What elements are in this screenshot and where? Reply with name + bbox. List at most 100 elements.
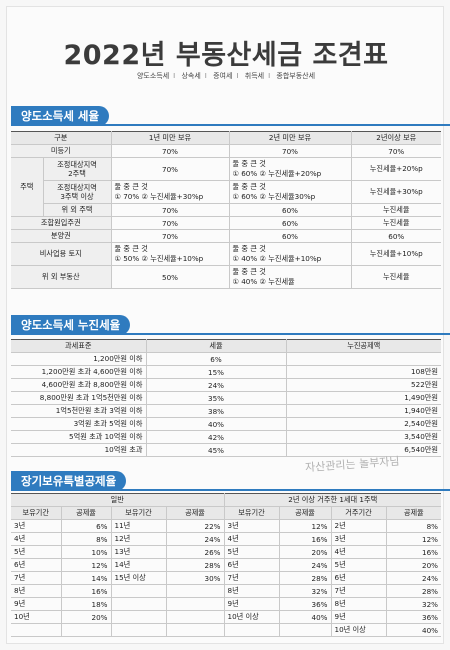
table-cell (166, 623, 225, 637)
table-cell: 14% (61, 571, 112, 585)
table-cell (111, 584, 167, 598)
table-cell: 16% (279, 532, 332, 546)
table-row: 분양권 70% 60% 60% (11, 229, 441, 243)
table-cell: 7년 (11, 571, 62, 585)
table-row: 8,800만원 초과 1억5천만원 이하 35% 1,490만원 (11, 391, 441, 405)
table-cell: 18% (61, 597, 112, 611)
table-header-row: 보유기간 공제율 보유기간 공제율 보유기간 공제율 거주기간 공제율 (11, 506, 441, 520)
table-row: 1억5천만원 초과 3억원 이하 38% 1,940만원 (11, 404, 441, 418)
table-cell: 13년 (111, 545, 167, 559)
table-cell: 7년 (331, 584, 387, 598)
table-cell: 16% (386, 545, 441, 559)
table-cell (11, 623, 62, 637)
table-header-row: 구분 1년 미만 보유 2년 미만 보유 2년이상 보유 (11, 131, 441, 145)
table-cell: 28% (386, 584, 441, 598)
table-cell: 4년 (331, 545, 387, 559)
table-cell: 8% (61, 532, 112, 546)
table-cell (166, 610, 225, 624)
table-cell: 9년 (224, 597, 280, 611)
table-cell: 12% (61, 558, 112, 572)
table-cell: 40% (386, 623, 441, 637)
table-row: 조합원입주권 70% 60% 누진세율 (11, 216, 441, 230)
table-cell: 32% (386, 597, 441, 611)
table-cell: 12% (279, 519, 332, 533)
table-cell: 28% (279, 571, 332, 585)
table-cell (111, 610, 167, 624)
table-cell: 26% (166, 545, 225, 559)
table-row: 4,600만원 초과 8,800만원 이하 24% 522만원 (11, 378, 441, 392)
table-cell (224, 623, 280, 637)
table-cell: 9년 (11, 597, 62, 611)
table-cell: 20% (61, 610, 112, 624)
table-cell: 40% (279, 610, 332, 624)
table-row: 8년 16% 8년 32% 7년 28% (11, 584, 441, 598)
deduction-table-body: 3년 6% 11년 22% 3년 12% 2년 8% 4년 8% 12년 24% 4년 16% 3년 12% 5… (11, 519, 441, 637)
long-term-deduction-table: 일반 2년 이상 거주한 1세대 1주택 보유기간 공제율 보유기간 공제율 보… (11, 493, 441, 637)
section-header-progressive-rate: 양도소득세 누진세율 (11, 314, 450, 336)
table-cell: 8년 (11, 584, 62, 598)
table-cell: 24% (166, 532, 225, 546)
table-cell: 5년 (224, 545, 280, 559)
subtitle-item: 취득세 (244, 72, 265, 80)
table-cell: 12% (386, 532, 441, 546)
table-row: 6년 12% 14년 28% 6년 24% 5년 20% (11, 558, 441, 572)
progressive-rate-table: 과세표준 세율 누진공제액 1,200만원 이하 6% 1,200만원 초과 4,… (11, 339, 441, 457)
table-cell: 5년 (11, 545, 62, 559)
table-row: 위 외 주택 70% 60% 누진세율 (11, 203, 441, 217)
table-row: 10년 이상 40% (11, 623, 441, 637)
table-cell: 8% (386, 519, 441, 533)
table-cell: 8년 (224, 584, 280, 598)
table-cell: 11년 (111, 519, 167, 533)
table-cell: 32% (279, 584, 332, 598)
table-cell: 24% (279, 558, 332, 572)
table-row: 3년 6% 11년 22% 3년 12% 2년 8% (11, 519, 441, 533)
table-cell (279, 623, 332, 637)
table-row: 10년 20% 10년 이상 40% 9년 36% (11, 610, 441, 624)
table-row: 9년 18% 9년 36% 8년 32% (11, 597, 441, 611)
table-cell: 3년 (224, 519, 280, 533)
table-row: 1,200만원 초과 4,600만원 이하 15% 108만원 (11, 365, 441, 379)
table-cell: 20% (386, 558, 441, 572)
table-cell (111, 597, 167, 611)
table-cell: 4년 (224, 532, 280, 546)
table-row: 1,200만원 이하 6% (11, 352, 441, 366)
page: 2022년 부동산세금 조견표 양도소득세 I 상속세 I 증여세 I 취득세 I 종합… (6, 6, 450, 644)
table-row: 미등기 70% 70% 70% (11, 144, 441, 158)
table-cell (111, 623, 167, 637)
table-cell: 24% (386, 571, 441, 585)
table-cell: 15년 이상 (111, 571, 167, 585)
table-group-header-row: 일반 2년 이상 거주한 1세대 1주택 (11, 493, 441, 507)
table-cell: 3년 (331, 532, 387, 546)
table-cell: 10년 이상 (331, 623, 387, 637)
table-cell: 2년 (331, 519, 387, 533)
table-cell (166, 597, 225, 611)
table-row: 7년 14% 15년 이상 30% 7년 28% 6년 24% (11, 571, 441, 585)
table-cell: 7년 (224, 571, 280, 585)
table-cell: 6% (61, 519, 112, 533)
section-header-transfer-tax-rate: 양도소득세 세율 (11, 105, 450, 127)
page-title: 2022년 부동산세금 조견표 (63, 40, 389, 71)
table-header-row: 과세표준 세율 누진공제액 (11, 339, 441, 353)
subtitle-item: 증여세 (213, 72, 233, 80)
table-cell: 6년 (331, 571, 387, 585)
transfer-tax-rate-table: 구분 1년 미만 보유 2년 미만 보유 2년이상 보유 미등기 70% 70%… (11, 131, 441, 289)
table-cell: 22% (166, 519, 225, 533)
table-cell: 8년 (331, 597, 387, 611)
table-cell: 12년 (111, 532, 167, 546)
table-row: 5년 10% 13년 26% 5년 20% 4년 16% (11, 545, 441, 559)
table-cell: 9년 (331, 610, 387, 624)
subtitle-item: 상속세 (181, 72, 201, 80)
table-cell: 20% (279, 545, 332, 559)
table-row: 4년 8% 12년 24% 4년 16% 3년 12% (11, 532, 441, 546)
table-cell: 36% (386, 610, 441, 624)
section-header-long-term-deduction: 장기보유특별공제율 (11, 470, 450, 492)
table-cell: 10% (61, 545, 112, 559)
table-cell: 3년 (11, 519, 62, 533)
table-row: 5억원 초과 10억원 이하 42% 3,540만원 (11, 430, 441, 444)
table-cell: 5년 (331, 558, 387, 572)
subtitle-item: 양도소득세 (136, 72, 170, 80)
table-row: 10억원 초과 45% 6,540만원 (11, 443, 441, 457)
